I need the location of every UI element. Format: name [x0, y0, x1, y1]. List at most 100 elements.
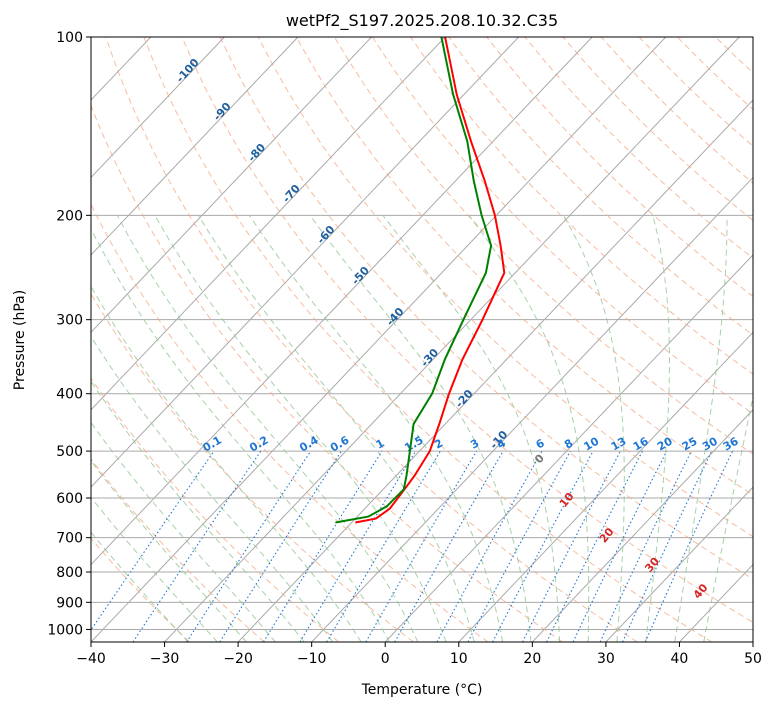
y-tick-label: 100 [56, 30, 83, 46]
y-axis-ticks: 100 200 300 400 500 600 700 800 900 1000 [47, 30, 91, 638]
mixing-ratio-line [326, 450, 441, 642]
moist-adiabat-line [674, 215, 728, 642]
dry-adiabat-line [219, 37, 753, 580]
mixing-ratio-line [644, 450, 734, 642]
mixing-ratio-line [365, 450, 478, 642]
isotherm-label: -100 [174, 56, 202, 85]
mixing-ratio-line [467, 450, 571, 642]
dry-adiabat-line [143, 37, 713, 642]
isotherm-label: -70 [280, 182, 303, 206]
isotherm-line [531, 408, 753, 642]
moist-adiabat-line [645, 215, 670, 642]
dry-adiabat-line [257, 37, 753, 538]
dry-adiabat-line [524, 37, 753, 259]
mixing-ratio-line [132, 450, 262, 642]
isotherm-line [164, 37, 740, 642]
moist-adiabat-line [91, 496, 218, 642]
background-lines [91, 37, 775, 642]
moist-adiabat-label: 40 [691, 581, 711, 601]
y-tick-label: 800 [56, 565, 83, 581]
x-tick-label: −30 [150, 651, 180, 667]
moist-adiabat-line [91, 531, 189, 642]
isopleth-labels: -100-90-80-70-60-50-40-30-20-100.1 0.2 0.4… [174, 56, 741, 602]
dry-adiabat-line [91, 203, 489, 642]
mixing-ratio-label: 6 [534, 436, 547, 451]
moist-adiabat-line [116, 215, 419, 642]
y-tick-label: 1000 [47, 622, 83, 638]
y-axis-label: Pressure (hPa) [12, 290, 28, 390]
moist-adiabat-line [248, 215, 504, 642]
isotherm-line [752, 641, 753, 642]
x-tick-label: 10 [450, 651, 468, 667]
moist-adiabat-line [91, 460, 247, 642]
chart-title: wetPf2_S197.2025.208.10.32.C35 [286, 11, 558, 31]
x-axis-ticks: −40 −30 −20 −10 0 10 20 30 40 50 [76, 642, 762, 667]
isotherm-line [458, 331, 753, 642]
y-tick-label: 900 [56, 595, 83, 611]
moist-adiabat-line [382, 214, 561, 642]
x-tick-label: −10 [297, 651, 327, 667]
isotherm-line [91, 37, 299, 256]
moist-adiabat-line [91, 421, 276, 642]
x-tick-label: 20 [523, 651, 541, 667]
dry-adiabat-line [638, 37, 753, 147]
dry-adiabat-line [91, 458, 265, 642]
mixing-ratio-line [91, 450, 215, 631]
moist-adiabat-line [703, 394, 753, 642]
plot-frame [90, 36, 754, 643]
dry-adiabat-line [91, 292, 414, 642]
moist-adiabat-line [91, 380, 305, 642]
dry-adiabat-line [295, 37, 753, 496]
y-tick-label: 700 [56, 531, 83, 547]
moist-adiabat-line [91, 285, 362, 642]
isotherm-label: -90 [211, 100, 234, 124]
isotherm-line [605, 486, 753, 642]
x-tick-label: −40 [76, 651, 106, 667]
x-tick-label: 30 [597, 651, 615, 667]
mixing-ratio-line [299, 450, 417, 642]
dry-adiabat-line [486, 37, 753, 297]
x-tick-label: 40 [671, 651, 689, 667]
moist-adiabat-line [197, 215, 475, 642]
mixing-ratio-line [186, 450, 312, 642]
y-tick-label: 200 [56, 208, 83, 224]
mixing-ratio-line [436, 450, 543, 642]
dry-adiabat-line [410, 37, 753, 375]
y-tick-label: 300 [56, 313, 83, 329]
x-tick-label: −20 [223, 651, 253, 667]
dry-adiabat-line [105, 37, 638, 642]
dry-adiabat-line [448, 37, 753, 336]
isotherm-label: -30 [418, 346, 441, 370]
isotherm-line [91, 37, 593, 566]
mixing-ratio-line [394, 450, 504, 642]
moist-adiabat-label: 20 [597, 525, 617, 545]
dry-adiabat-line [333, 37, 753, 455]
dry-adiabat-line [754, 37, 775, 642]
isotherm-line [91, 37, 520, 488]
x-axis-label: Temperature (°C) [361, 682, 483, 698]
mixing-ratio-line [572, 450, 668, 642]
dry-adiabat-line [372, 37, 753, 415]
isotherm-label: -60 [314, 223, 337, 247]
isotherm-line [384, 254, 753, 642]
y-tick-label: 500 [56, 444, 83, 460]
moist-adiabat-line [91, 227, 390, 642]
y-tick-label: 400 [56, 387, 83, 403]
y-tick-label: 600 [56, 491, 83, 507]
isotherm-label: -40 [384, 305, 407, 329]
isotherm-line [91, 37, 667, 642]
dewpoint-line [335, 37, 493, 524]
dry-adiabat-line [91, 537, 191, 642]
isotherm-label: -50 [349, 264, 372, 288]
x-tick-label: 0 [381, 651, 390, 667]
dry-adiabat-line [181, 37, 753, 623]
mixing-ratio-label: 1 [374, 437, 387, 452]
moist-adiabat-line [468, 215, 590, 642]
dry-adiabat-line [600, 37, 753, 184]
dry-adiabat-line [715, 37, 753, 74]
isotherm-label: -80 [245, 141, 268, 165]
moist-adiabat-line [154, 215, 447, 642]
moist-adiabat-line [563, 215, 625, 642]
isotherm-line [91, 37, 372, 334]
